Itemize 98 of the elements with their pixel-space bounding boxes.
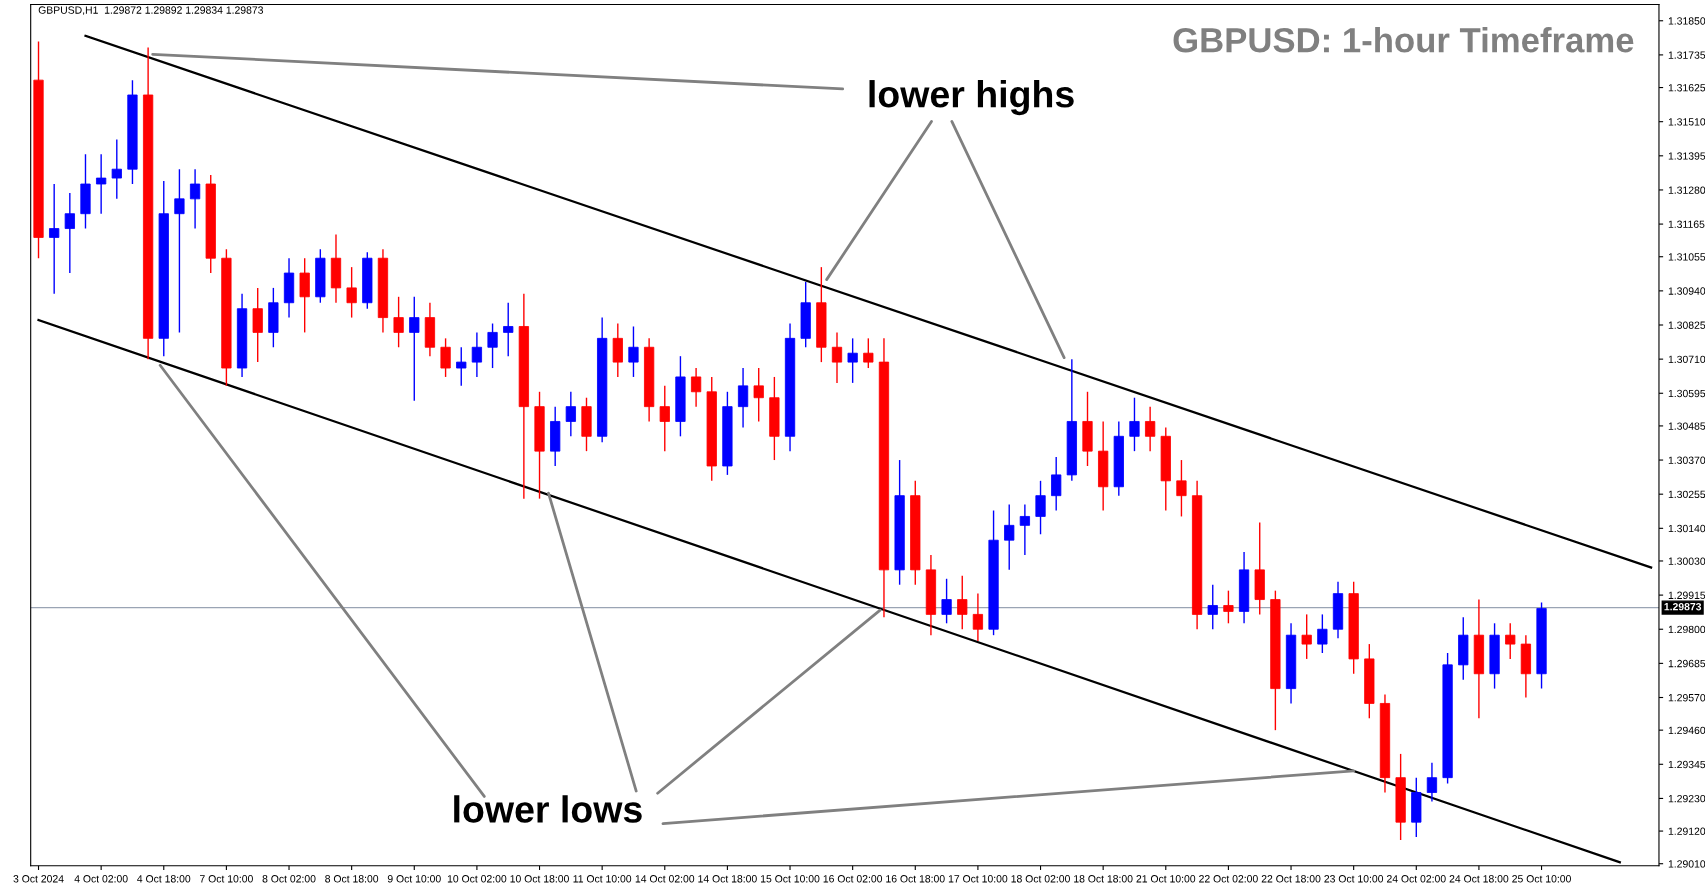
y-tick-label: 1.29230 (1668, 794, 1705, 803)
x-tick-label: 7 Oct 10:00 (200, 875, 253, 883)
y-tick-label: 1.30710 (1668, 355, 1705, 364)
y-tick-label: 1.31055 (1668, 253, 1705, 261)
x-tick-label: 15 Oct 10:00 (761, 875, 820, 883)
x-tick-label: 17 Oct 10:00 (948, 875, 1008, 883)
candlestick (941, 578, 952, 624)
candlestick (1129, 397, 1140, 452)
y-tick-label: 1.30485 (1668, 422, 1705, 430)
candlestick (1145, 405, 1156, 452)
x-tick-label: 24 Oct 02:00 (1386, 875, 1446, 883)
candlestick (409, 296, 420, 402)
x-tick-label: 3 Oct 2024 (13, 875, 64, 883)
candlestick (612, 322, 623, 378)
candlestick (440, 337, 451, 378)
y-tick-label: 1.31625 (1668, 84, 1705, 92)
candlestick (1207, 584, 1218, 630)
candlestick (972, 592, 984, 642)
x-tick-label: 23 Oct 10:00 (1324, 875, 1384, 883)
y-tick-label: 1.29800 (1668, 625, 1705, 634)
x-tick-label: 22 Oct 18:00 (1261, 875, 1321, 883)
y-tick-label: 1.30940 (1668, 287, 1705, 295)
x-tick-label: 9 Oct 10:00 (387, 875, 441, 883)
y-tick-label: 1.31850 (1668, 17, 1705, 25)
candlestick (847, 337, 858, 384)
candlestick (628, 325, 639, 378)
candlestick (1004, 503, 1015, 571)
candlestick (96, 153, 107, 215)
candlestick (1223, 589, 1234, 624)
x-tick-label: 16 Oct 02:00 (823, 875, 883, 883)
candlestick (1317, 613, 1328, 654)
x-tick-label: 18 Oct 02:00 (1011, 875, 1070, 883)
candlestick (346, 266, 357, 319)
candlestick (1051, 456, 1062, 512)
y-tick-label: 1.29460 (1668, 726, 1705, 735)
y-tick-label: 1.31735 (1668, 51, 1705, 59)
ref-line-label: 1.29873 (1664, 602, 1702, 611)
candlestick (189, 168, 201, 230)
candlestick (957, 575, 968, 630)
y-tick-label: 1.30825 (1668, 321, 1705, 329)
candlestick (831, 331, 843, 384)
y-tick-label: 1.31510 (1668, 118, 1705, 126)
x-tick-label: 18 Oct 18:00 (1074, 875, 1133, 883)
candlestick (1505, 622, 1516, 660)
x-tick-label: 8 Oct 18:00 (325, 875, 379, 883)
candlestick (1426, 762, 1438, 803)
candlestick (252, 287, 263, 363)
y-tick-label: 1.29915 (1668, 591, 1705, 599)
y-tick-label: 1.31165 (1668, 220, 1705, 228)
y-tick-label: 1.29685 (1668, 659, 1705, 668)
y-tick-label: 1.30140 (1668, 524, 1705, 533)
candlestick (393, 296, 404, 348)
candlestick (503, 302, 514, 357)
x-tick-label: 16 Oct 18:00 (886, 875, 945, 883)
candlestick (111, 138, 122, 200)
candlestick (487, 322, 498, 369)
candlestick (1301, 613, 1312, 660)
x-tick-label: 25 Oct 10:00 (1512, 875, 1571, 883)
x-tick-label: 14 Oct 02:00 (635, 875, 695, 883)
candlestick (49, 183, 60, 295)
candlestick (753, 367, 764, 423)
y-tick-label: 1.29570 (1668, 694, 1705, 702)
y-tick-label: 1.29345 (1668, 760, 1705, 769)
y-tick-label: 1.30030 (1668, 557, 1705, 565)
x-tick-label: 21 Oct 10:00 (1136, 875, 1196, 883)
candlestick (659, 385, 670, 452)
x-tick-label: 14 Oct 18:00 (698, 875, 757, 883)
candlestick (456, 346, 467, 387)
candlestick (690, 367, 702, 408)
x-tick-label: 10 Oct 02:00 (447, 875, 507, 883)
x-tick-label: 4 Oct 18:00 (137, 875, 191, 883)
y-tick-label: 1.30370 (1668, 456, 1705, 464)
text: GBPUSD: 1-hour Timeframe (1173, 27, 1634, 53)
candlestick (1019, 503, 1030, 556)
candlestick (1176, 459, 1187, 518)
y-tick-label: 1.29010 (1668, 860, 1705, 868)
annotation: lower lows (454, 795, 642, 823)
candlestick (863, 337, 874, 369)
candlestick (64, 192, 75, 274)
x-tick-label: 22 Oct 02:00 (1199, 875, 1258, 883)
y-tick-label: 1.31280 (1668, 186, 1705, 194)
x-tick-label: 4 Oct 02:00 (74, 875, 128, 883)
candlestick (299, 257, 310, 334)
candlestick (174, 168, 185, 334)
annotation: lower highs (869, 80, 1074, 116)
candlestick (737, 367, 749, 429)
x-tick-label: 8 Oct 02:00 (262, 875, 316, 883)
y-tick-label: 1.30595 (1668, 389, 1705, 398)
x-tick-label: 11 Oct 10:00 (573, 875, 632, 883)
x-tick-label: 24 Oct 18:00 (1449, 875, 1509, 883)
annotation: GBPUSD,H1 1.29872 1.29892 1.29834 1.29873 (38, 6, 264, 15)
candlestick (471, 331, 483, 378)
candlestick (565, 391, 576, 438)
y-tick-label: 1.30255 (1668, 490, 1705, 499)
x-tick-label: 10 Oct 18:00 (510, 875, 569, 883)
candlestick (1035, 480, 1046, 535)
y-tick-label: 1.31395 (1668, 152, 1705, 160)
y-tick-label: 1.29120 (1668, 827, 1705, 835)
